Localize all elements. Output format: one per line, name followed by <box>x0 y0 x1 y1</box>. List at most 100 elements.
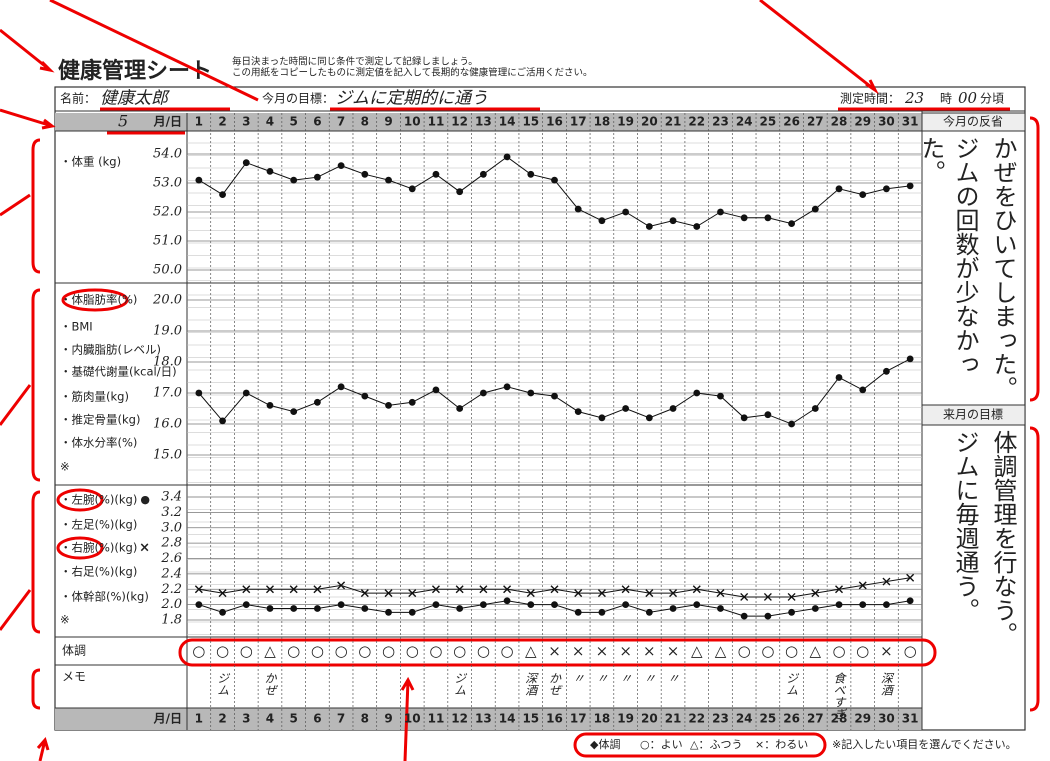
point <box>290 605 297 612</box>
day-number: 4 <box>266 115 274 129</box>
day-number: 2 <box>218 712 226 726</box>
day-number: 10 <box>404 712 421 726</box>
day-number: 10 <box>404 115 421 129</box>
point <box>883 601 890 608</box>
point <box>480 601 487 608</box>
legend-note: ※記入したい項目を選んでください。 <box>832 737 1017 751</box>
day-number: 6 <box>313 712 321 726</box>
condition: △ <box>715 642 727 660</box>
day-number: 11 <box>428 115 445 129</box>
day-number: 23 <box>712 115 729 129</box>
y-tick-label: 18.0 <box>153 355 182 370</box>
point <box>907 356 914 363</box>
review-line: かぜをひいてしまった。 <box>986 136 1020 401</box>
point <box>551 177 558 184</box>
point <box>361 393 368 400</box>
y-tick-label: 2.0 <box>160 597 182 612</box>
name-value: 健康太郎 <box>100 89 170 109</box>
y-tick-label: 15.0 <box>153 448 182 463</box>
point <box>504 383 511 390</box>
day-number: 30 <box>878 115 895 129</box>
point <box>195 177 202 184</box>
memo: 〃 <box>595 672 609 684</box>
y-tick-label: 53.0 <box>153 176 182 191</box>
condition: ○ <box>904 642 917 660</box>
page: 健康管理シート 毎日決まった時間に同じ条件で測定して記録しましょう。 この用紙を… <box>0 0 1050 761</box>
row-label: ・右足(%)(kg) <box>60 565 137 579</box>
y-tick-label: 3.2 <box>161 505 182 520</box>
point <box>693 601 700 608</box>
point <box>693 390 700 397</box>
point <box>741 613 748 620</box>
point <box>385 609 392 616</box>
point <box>243 601 250 608</box>
row-label: ・右腕(%)(kg) <box>60 541 137 555</box>
day-number: 27 <box>807 712 824 726</box>
memo: 食べすぎ <box>831 672 846 720</box>
point <box>361 171 368 178</box>
day-number: 2 <box>218 115 226 129</box>
day-number: 21 <box>665 712 682 726</box>
condition: ○ <box>429 642 442 660</box>
next-goal-line: ジムに毎週通う。 <box>948 430 982 705</box>
point <box>764 613 771 620</box>
point <box>551 393 558 400</box>
memo: かぜ <box>262 672 277 696</box>
condition: ○ <box>335 642 348 660</box>
condition: △ <box>810 642 822 660</box>
condition: ○ <box>738 642 751 660</box>
day-number: 1 <box>195 712 203 726</box>
point <box>267 605 274 612</box>
title: 健康管理シート <box>58 58 212 84</box>
day-number: 3 <box>242 115 250 129</box>
day-number: 9 <box>384 115 392 129</box>
point <box>693 223 700 230</box>
point <box>527 390 534 397</box>
point <box>859 387 866 394</box>
point <box>670 605 677 612</box>
day-number: 24 <box>736 115 753 129</box>
row-label: ・BMI <box>60 320 93 334</box>
row-label: ・体幹部(%)(kg) <box>60 590 149 604</box>
point <box>409 185 416 192</box>
review-title: 今月の反省 <box>943 114 1003 129</box>
memo: 〃 <box>642 672 656 684</box>
point <box>433 601 440 608</box>
point <box>409 609 416 616</box>
point <box>338 162 345 169</box>
day-header: 月/日 <box>153 712 182 726</box>
day-number: 6 <box>313 115 321 129</box>
point <box>456 188 463 195</box>
y-tick-label: 2.6 <box>160 551 182 566</box>
day-number: 14 <box>499 115 516 129</box>
condition: × <box>572 642 585 660</box>
condition: × <box>619 642 632 660</box>
next-goal-title: 来月の目標 <box>943 408 1003 422</box>
day-number: 16 <box>546 115 563 129</box>
condition: ○ <box>287 642 300 660</box>
point <box>622 209 629 216</box>
day-number: 29 <box>854 712 871 726</box>
point <box>646 609 653 616</box>
day-number: 15 <box>522 115 539 129</box>
row-label: ・筋肉量(kg) <box>60 390 129 404</box>
condition: ○ <box>311 642 324 660</box>
row-label: ・内臓脂肪(レベル) <box>60 343 161 357</box>
condition: × <box>643 642 656 660</box>
point <box>599 217 606 224</box>
next-goal-text: 体調管理を行なう。 ジムに毎週通う。 <box>928 430 1020 705</box>
point <box>575 609 582 616</box>
point <box>859 191 866 198</box>
condition: ○ <box>856 642 869 660</box>
next-goal-line: 体調管理を行なう。 <box>986 430 1020 705</box>
point <box>338 601 345 608</box>
day-number: 20 <box>641 115 658 129</box>
time-label: 測定時間： <box>840 91 900 106</box>
y-tick-label: 1.8 <box>161 613 182 628</box>
y-tick-label: 20.0 <box>152 293 182 308</box>
memo: かぜ <box>547 672 562 696</box>
point <box>551 601 558 608</box>
legend-item: ×：わるい <box>755 738 808 751</box>
condition: ○ <box>240 642 253 660</box>
point <box>219 609 226 616</box>
